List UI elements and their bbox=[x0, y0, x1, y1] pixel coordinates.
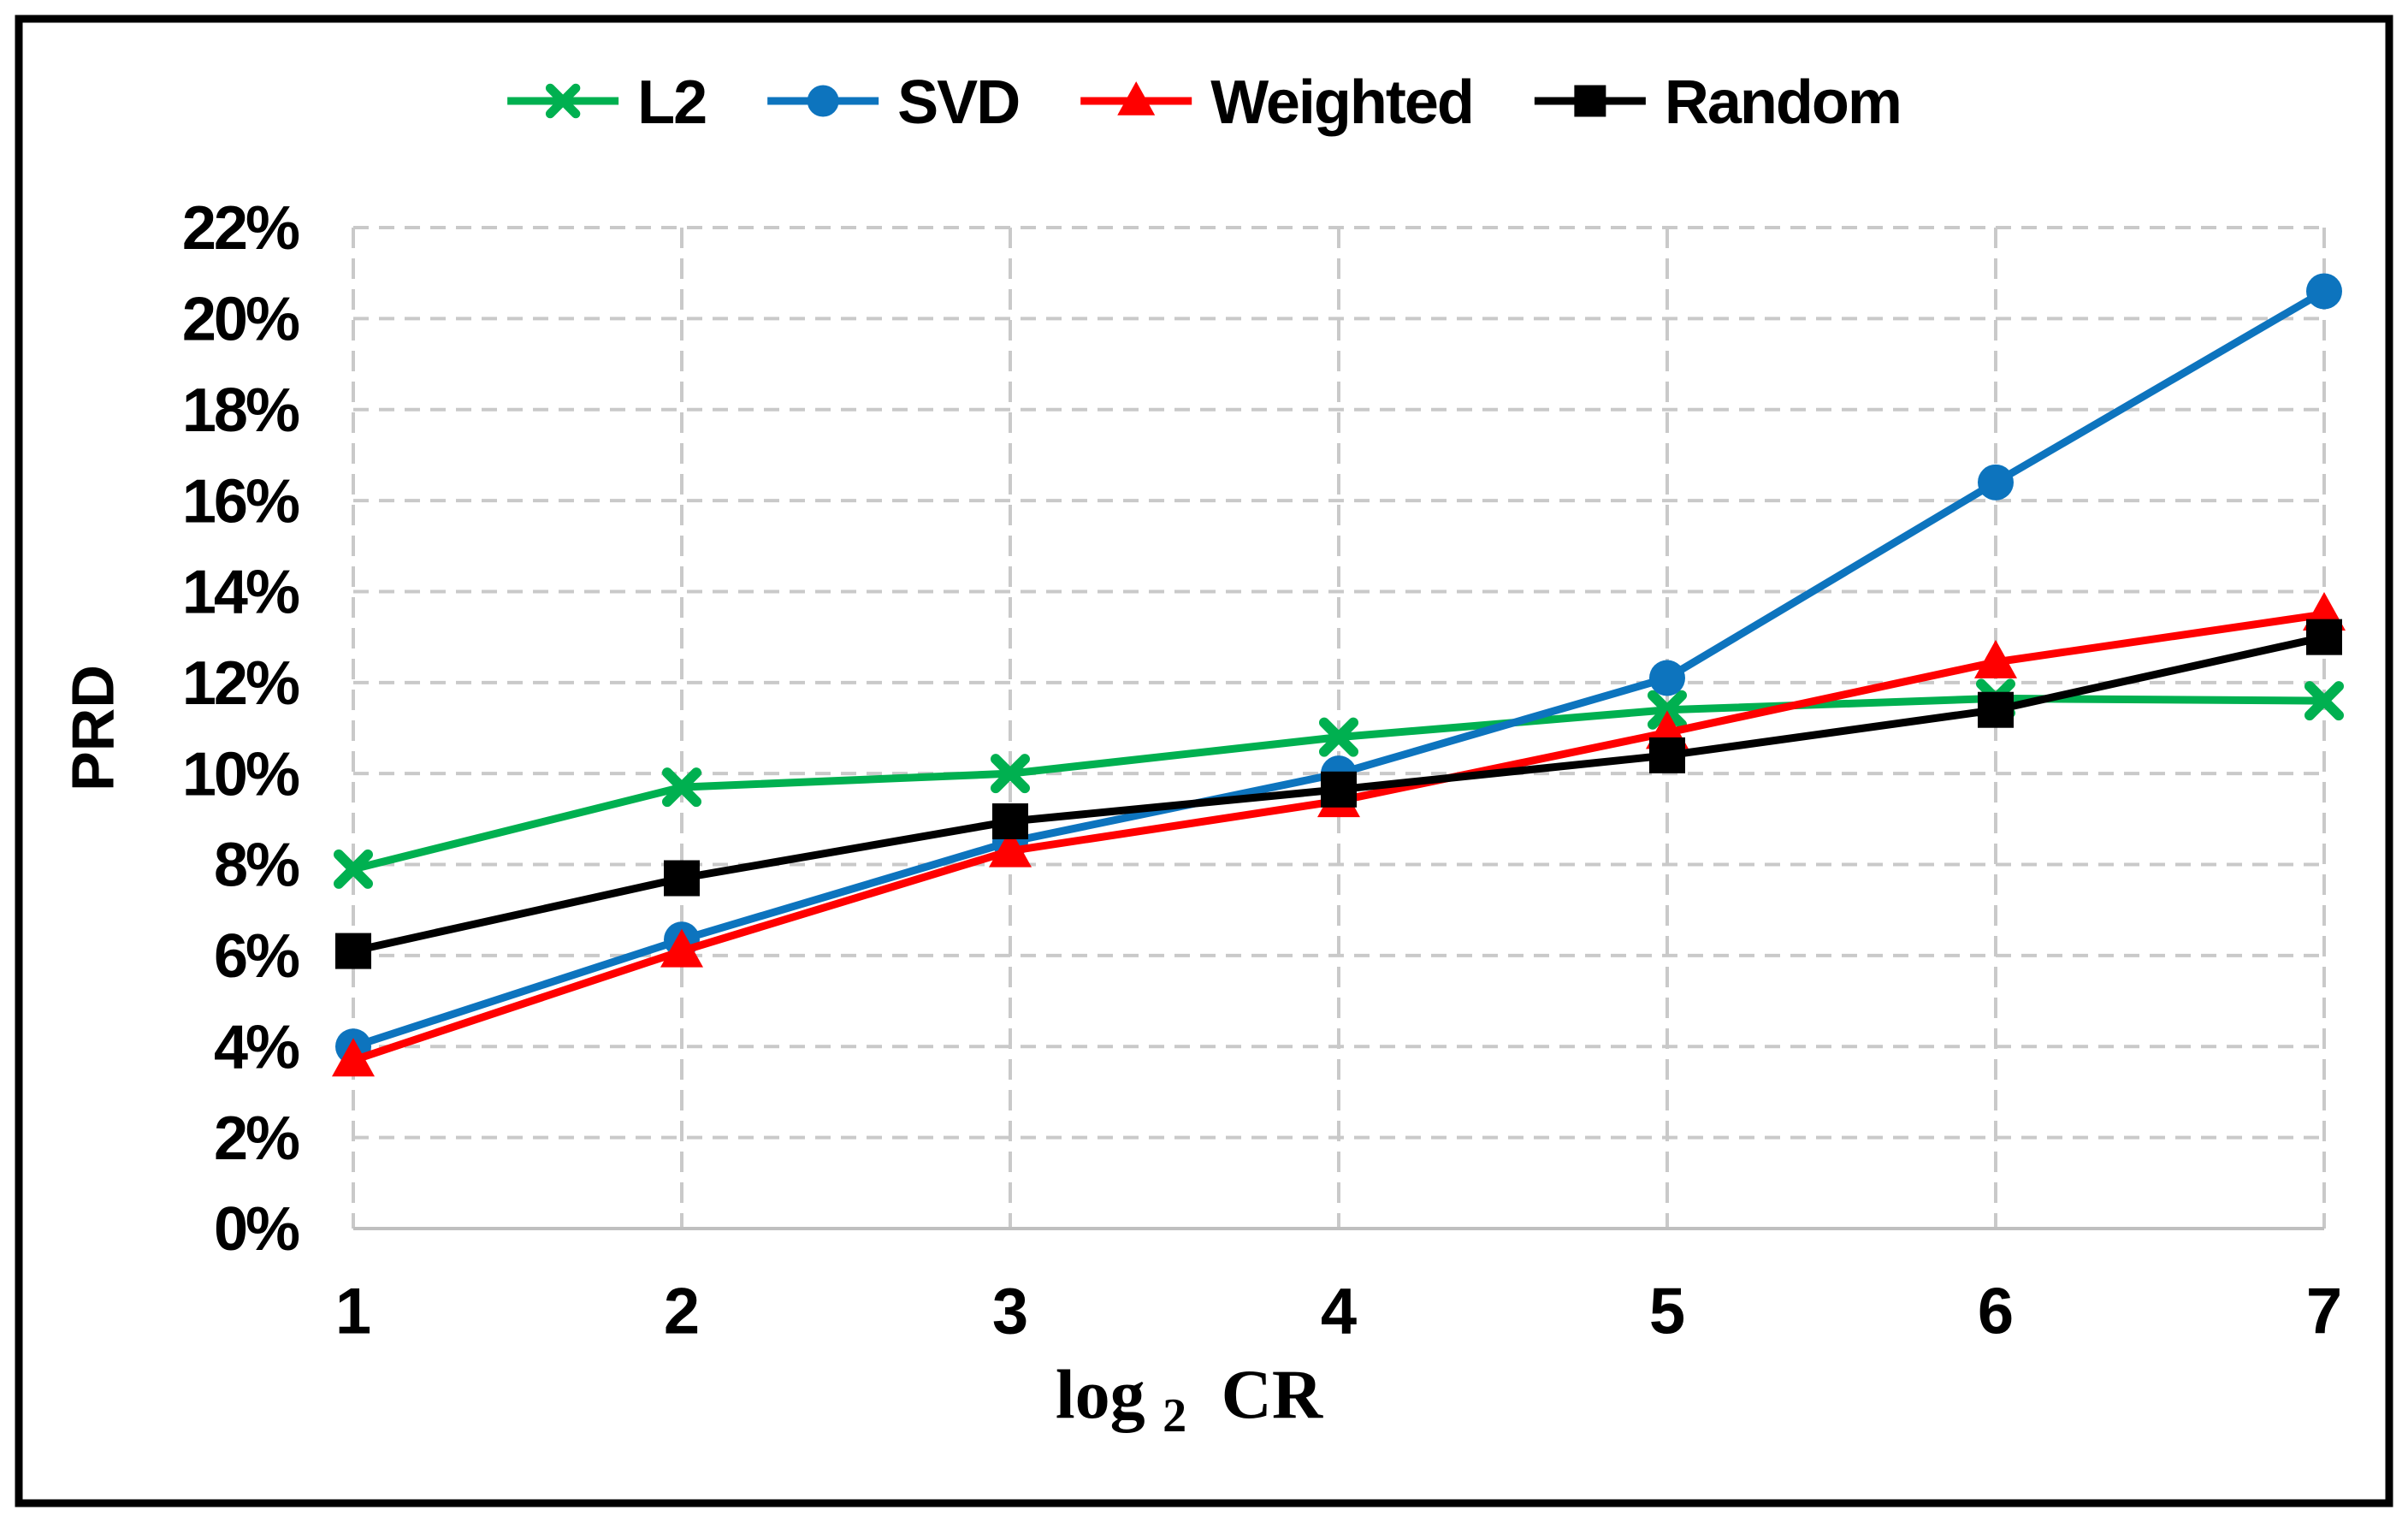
legend-marker-SVD bbox=[807, 85, 839, 117]
legend-label-L2: L2 bbox=[637, 68, 706, 137]
legend-item-SVD: SVD bbox=[767, 68, 1021, 137]
figure-border bbox=[15, 15, 2393, 1507]
y-tick-label: 12% bbox=[182, 649, 299, 718]
x-axis-title-base: log bbox=[1056, 1355, 1145, 1433]
x-axis-title-subscript: 2 bbox=[1163, 1389, 1186, 1442]
legend-item-L2: L2 bbox=[507, 68, 707, 137]
x-axis-title: log 2 CR bbox=[1056, 1355, 1323, 1447]
legend: L2 SVD Weighted Random bbox=[507, 68, 1902, 137]
data-point-Random-x7 bbox=[2306, 619, 2342, 655]
legend-label-Weighted: Weighted bbox=[1210, 68, 1473, 137]
x-tick-label: 3 bbox=[992, 1276, 1028, 1348]
y-tick-label: 4% bbox=[214, 1013, 299, 1081]
data-point-SVD-x7 bbox=[2306, 273, 2342, 310]
legend-marker-Random bbox=[1574, 85, 1606, 117]
legend-item-Weighted: Weighted bbox=[1080, 68, 1475, 137]
legend-marker-L2 bbox=[545, 83, 581, 119]
series-Random bbox=[335, 619, 2342, 969]
legend-item-Random: Random bbox=[1534, 68, 1902, 137]
y-tick-label: 2% bbox=[214, 1104, 299, 1173]
data-point-L2-x4 bbox=[1319, 717, 1358, 757]
y-tick-label: 6% bbox=[214, 922, 299, 991]
gridlines bbox=[352, 226, 2326, 1229]
y-axis-title: PRD bbox=[60, 665, 127, 791]
data-point-Weighted-x2 bbox=[660, 928, 703, 968]
data-point-Weighted-x3 bbox=[989, 828, 1032, 868]
y-tick-label: 8% bbox=[214, 832, 299, 900]
x-tick-label: 5 bbox=[1649, 1276, 1685, 1348]
x-tick-label: 4 bbox=[1321, 1276, 1357, 1348]
data-point-SVD-x5 bbox=[1649, 660, 1685, 696]
data-point-L2-x1 bbox=[334, 849, 373, 889]
y-tick-label: 20% bbox=[182, 286, 299, 354]
x-axis-tick-labels: 1 2 3 4 5 6 7 bbox=[335, 1276, 2342, 1348]
data-point-Weighted-x6 bbox=[1974, 639, 2017, 678]
data-point-Random-x2 bbox=[664, 860, 700, 897]
data-point-Weighted-x1 bbox=[332, 1038, 375, 1077]
y-tick-label: 22% bbox=[182, 194, 299, 263]
data-point-Random-x5 bbox=[1649, 737, 1685, 773]
data-point-L2-x3 bbox=[991, 754, 1030, 794]
data-point-Random-x4 bbox=[1321, 771, 1357, 808]
data-point-L2-x2 bbox=[662, 767, 701, 808]
legend-marker-Weighted bbox=[1117, 81, 1156, 115]
x-axis-title-rest: CR bbox=[1222, 1355, 1323, 1433]
data-point-L2-x7 bbox=[2304, 681, 2344, 721]
legend-label-Random: Random bbox=[1665, 68, 1901, 137]
data-series bbox=[332, 273, 2346, 1077]
y-tick-label: 14% bbox=[182, 559, 299, 627]
data-point-Random-x6 bbox=[1978, 691, 2014, 728]
y-tick-label: 0% bbox=[214, 1195, 299, 1264]
data-point-L2-x5 bbox=[1648, 690, 1687, 730]
x-tick-label: 2 bbox=[664, 1276, 700, 1348]
y-tick-label: 18% bbox=[182, 376, 299, 445]
x-tick-label: 6 bbox=[1978, 1276, 2014, 1348]
data-point-SVD-x6 bbox=[1978, 464, 2014, 500]
data-point-Random-x3 bbox=[992, 803, 1028, 840]
data-point-Random-x1 bbox=[335, 933, 371, 969]
y-tick-label: 16% bbox=[182, 467, 299, 536]
x-tick-label: 1 bbox=[335, 1276, 371, 1348]
legend-label-SVD: SVD bbox=[897, 68, 1019, 137]
x-tick-label: 7 bbox=[2306, 1276, 2342, 1348]
y-tick-label: 10% bbox=[182, 740, 299, 808]
y-axis-tick-labels: 0% 2% 4% 6% 8% 10% 12% 14% 16% 18% 20% 22% bbox=[182, 194, 302, 1264]
